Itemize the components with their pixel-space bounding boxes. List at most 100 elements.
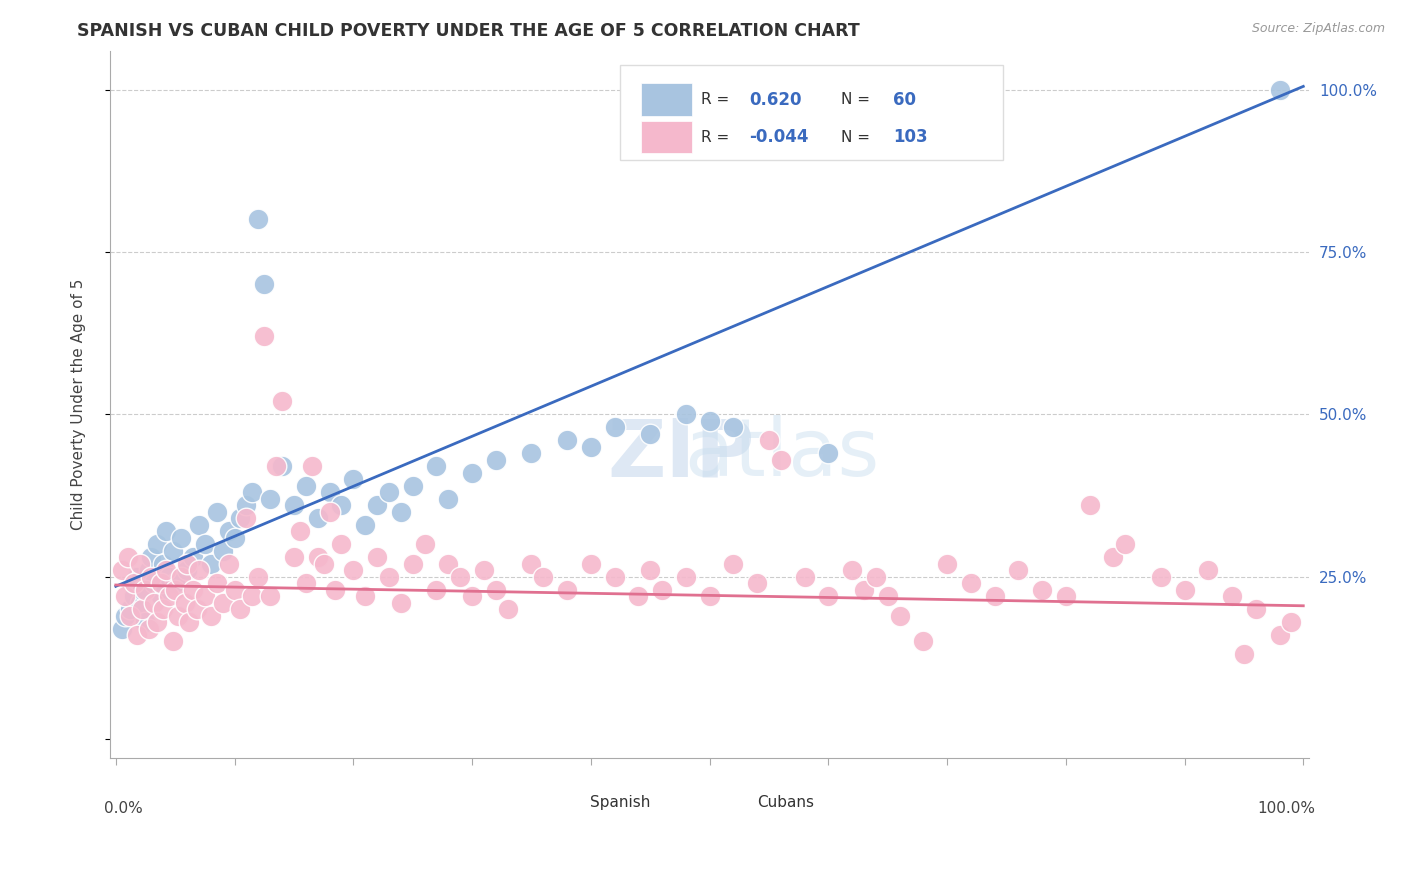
- Point: [152, 557, 174, 571]
- Point: [259, 491, 281, 506]
- Text: N =: N =: [841, 129, 876, 145]
- Point: [817, 446, 839, 460]
- Point: [699, 414, 721, 428]
- Point: [461, 589, 484, 603]
- Point: [579, 440, 602, 454]
- Point: [402, 557, 425, 571]
- Point: [122, 589, 145, 603]
- Point: [294, 478, 316, 492]
- Point: [218, 524, 240, 538]
- Point: [176, 557, 198, 571]
- Point: [1220, 589, 1243, 603]
- Point: [162, 543, 184, 558]
- Text: Cubans: Cubans: [758, 795, 814, 810]
- Point: [378, 569, 401, 583]
- Point: [531, 569, 554, 583]
- Point: [134, 582, 156, 597]
- Point: [264, 459, 287, 474]
- Point: [142, 576, 165, 591]
- Text: 103: 103: [893, 128, 928, 146]
- Point: [247, 212, 270, 227]
- Point: [179, 615, 201, 629]
- Point: [205, 505, 228, 519]
- Point: [187, 563, 209, 577]
- Point: [1031, 582, 1053, 597]
- Point: [200, 557, 222, 571]
- Point: [723, 420, 745, 434]
- FancyBboxPatch shape: [641, 83, 692, 116]
- Point: [425, 582, 447, 597]
- Point: [157, 569, 180, 583]
- Point: [283, 498, 305, 512]
- Point: [603, 569, 626, 583]
- Point: [485, 582, 508, 597]
- Point: [876, 589, 898, 603]
- Point: [366, 550, 388, 565]
- Point: [1007, 563, 1029, 577]
- Point: [675, 569, 697, 583]
- Point: [162, 634, 184, 648]
- Point: [186, 602, 208, 616]
- Point: [138, 622, 160, 636]
- Point: [235, 498, 257, 512]
- Point: [983, 589, 1005, 603]
- Point: [131, 602, 153, 616]
- Point: [437, 491, 460, 506]
- Point: [817, 589, 839, 603]
- Point: [758, 434, 780, 448]
- Point: [330, 537, 353, 551]
- Point: [675, 407, 697, 421]
- Text: R =: R =: [702, 92, 734, 107]
- Text: Source: ZipAtlas.com: Source: ZipAtlas.com: [1251, 22, 1385, 36]
- Point: [638, 563, 661, 577]
- Text: R =: R =: [702, 129, 734, 145]
- Point: [187, 517, 209, 532]
- Point: [288, 524, 311, 538]
- Point: [449, 569, 471, 583]
- Point: [354, 589, 377, 603]
- Point: [229, 602, 252, 616]
- Point: [378, 485, 401, 500]
- Point: [841, 563, 863, 577]
- Point: [194, 537, 217, 551]
- Point: [176, 563, 198, 577]
- Point: [181, 550, 204, 565]
- Point: [307, 511, 329, 525]
- Point: [1173, 582, 1195, 597]
- Point: [253, 329, 276, 343]
- Point: [354, 517, 377, 532]
- Point: [165, 582, 187, 597]
- Point: [134, 615, 156, 629]
- Text: 100.0%: 100.0%: [1257, 801, 1315, 816]
- Point: [1244, 602, 1267, 616]
- Text: N =: N =: [841, 92, 876, 107]
- Point: [413, 537, 436, 551]
- Point: [1268, 628, 1291, 642]
- Point: [181, 582, 204, 597]
- Point: [211, 595, 233, 609]
- Point: [141, 550, 163, 565]
- Point: [218, 557, 240, 571]
- FancyBboxPatch shape: [641, 120, 692, 153]
- Point: [131, 582, 153, 597]
- Point: [1233, 648, 1256, 662]
- Point: [366, 498, 388, 512]
- Point: [173, 595, 195, 609]
- Text: 0.620: 0.620: [749, 91, 801, 109]
- Point: [141, 569, 163, 583]
- Point: [318, 485, 340, 500]
- Point: [259, 589, 281, 603]
- Point: [149, 576, 172, 591]
- Point: [240, 589, 263, 603]
- Point: [1268, 82, 1291, 96]
- Text: SPANISH VS CUBAN CHILD POVERTY UNDER THE AGE OF 5 CORRELATION CHART: SPANISH VS CUBAN CHILD POVERTY UNDER THE…: [77, 22, 860, 40]
- Point: [224, 582, 246, 597]
- Point: [138, 563, 160, 577]
- Text: 0.0%: 0.0%: [104, 801, 142, 816]
- Point: [118, 602, 141, 616]
- Point: [485, 452, 508, 467]
- Point: [122, 576, 145, 591]
- Point: [603, 420, 626, 434]
- Point: [745, 576, 768, 591]
- Point: [651, 582, 673, 597]
